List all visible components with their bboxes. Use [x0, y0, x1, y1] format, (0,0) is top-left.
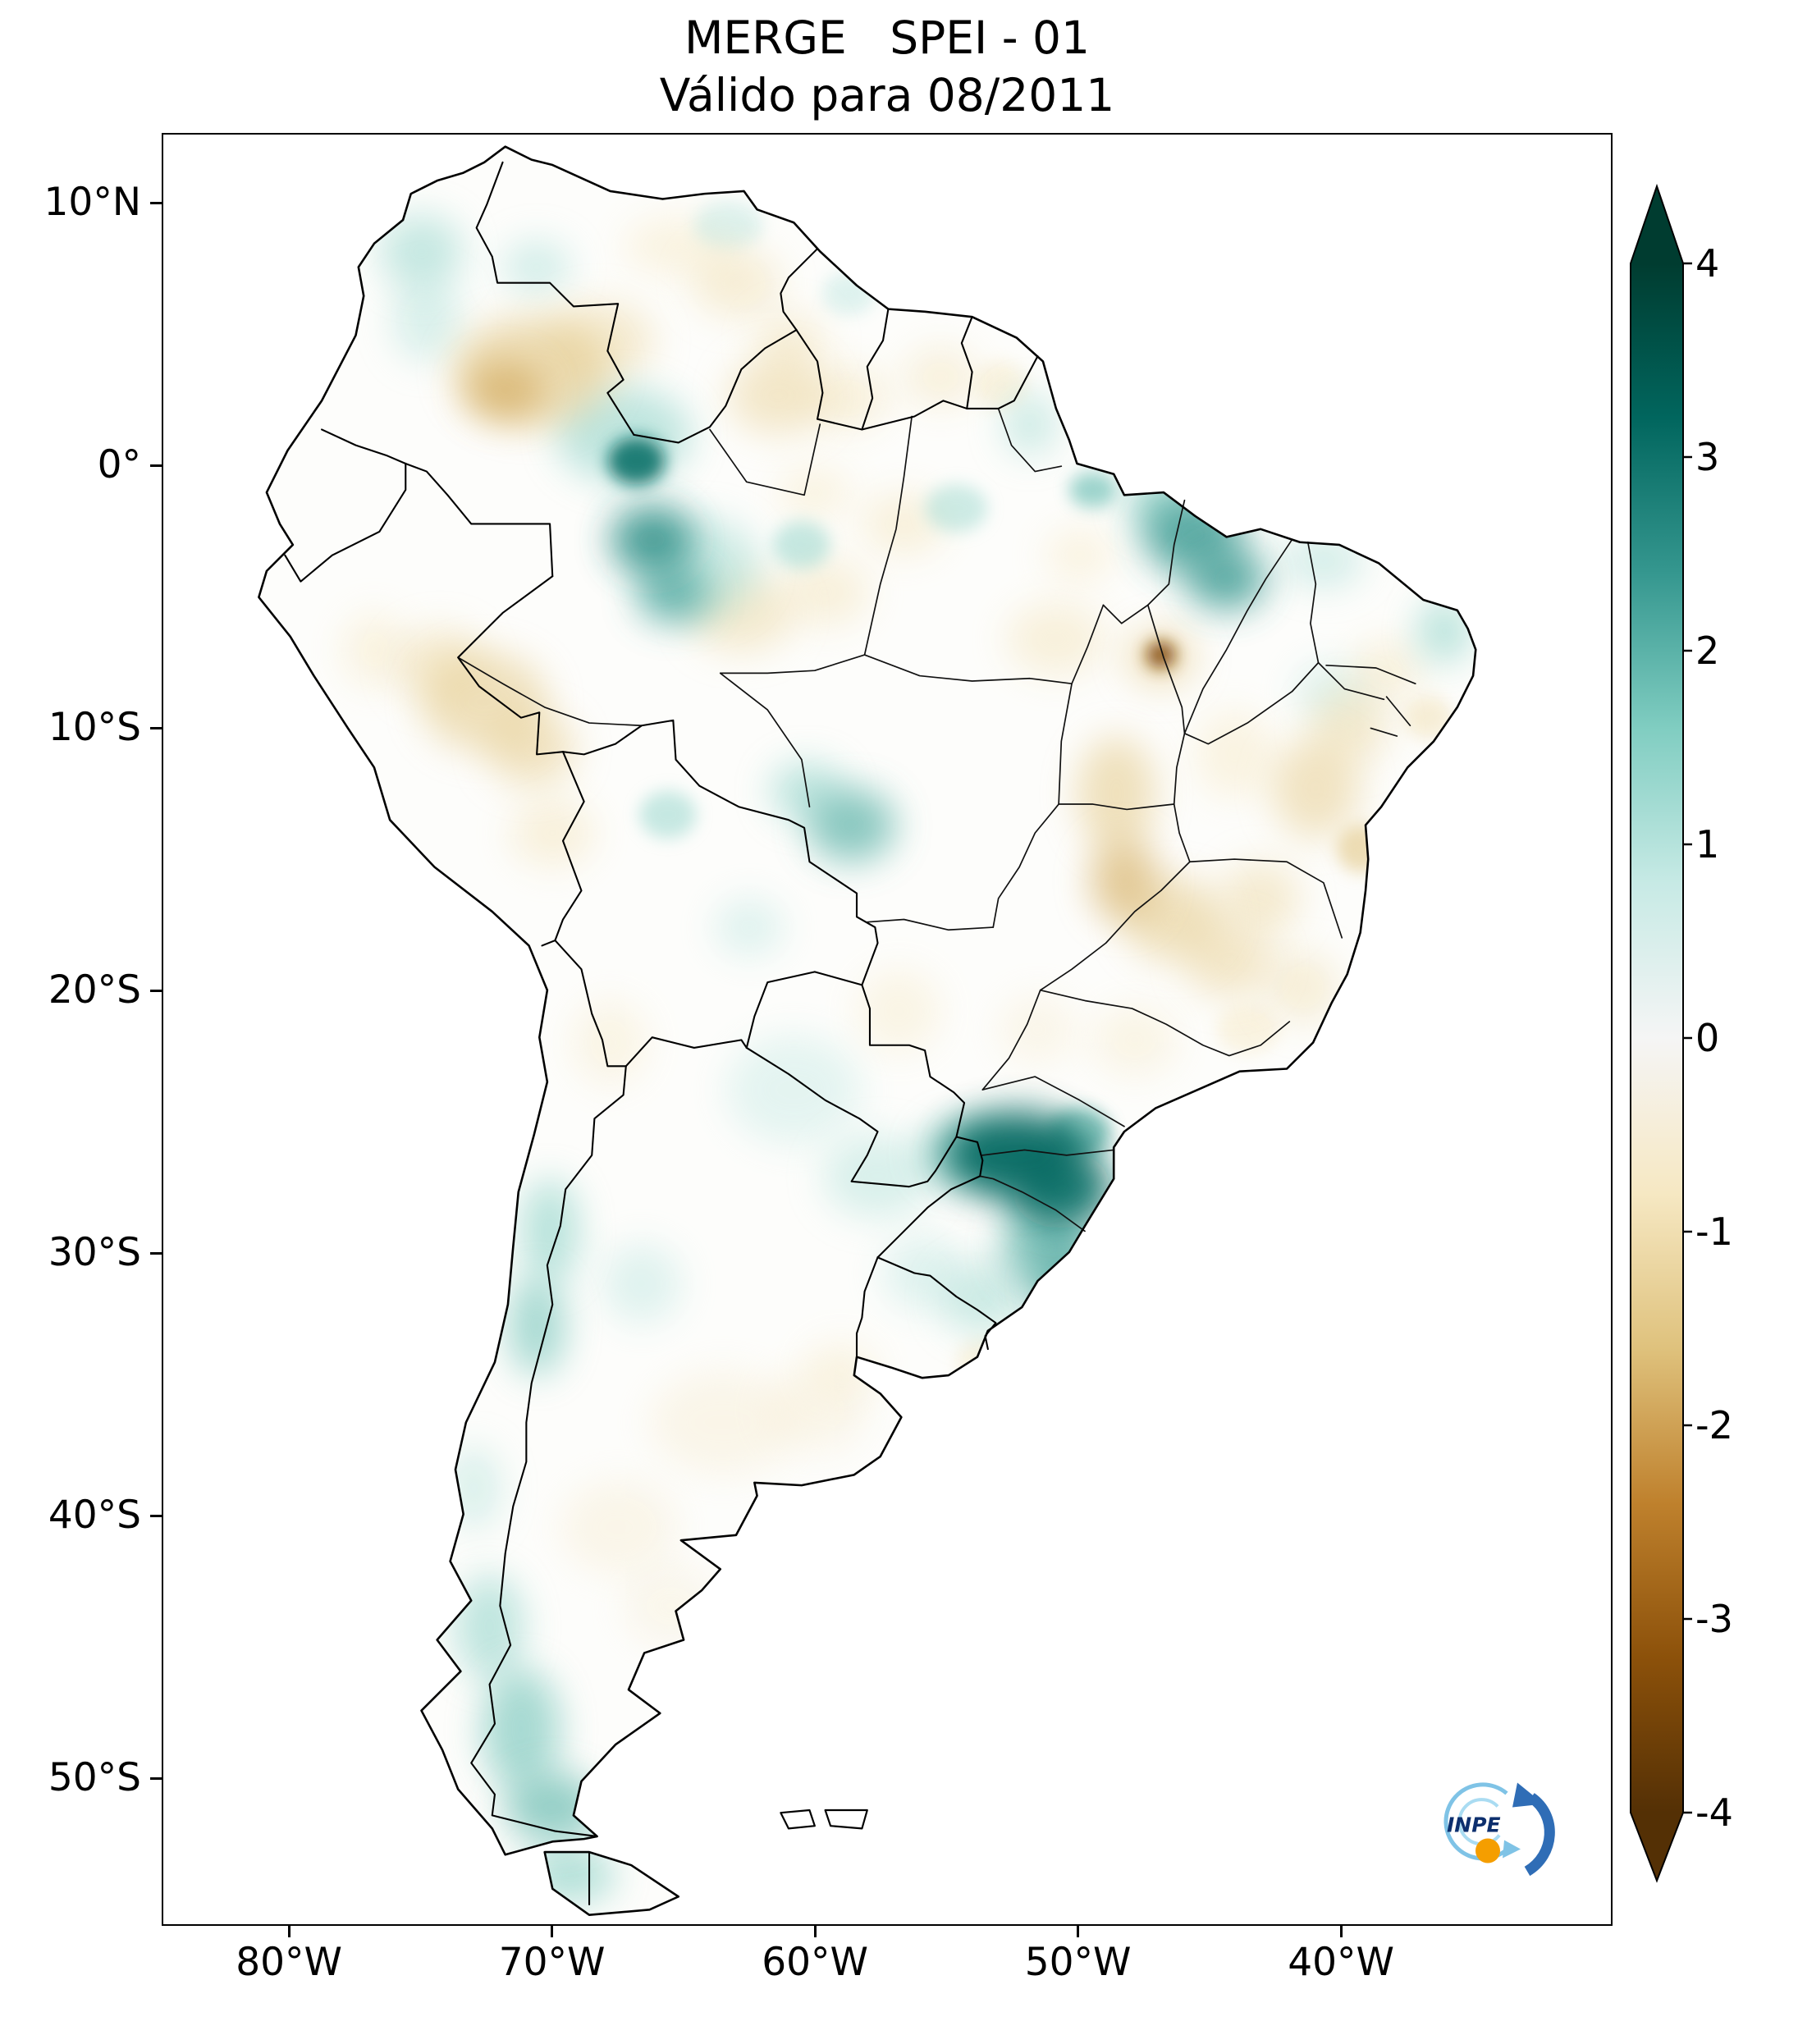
lat-tick-label: 30°S: [48, 1230, 141, 1276]
lon-tick-label: 40°W: [1288, 1940, 1394, 1985]
lon-tick-label: 50°W: [1024, 1940, 1132, 1985]
lon-tick-mark: [551, 1926, 554, 1937]
colorbar-tick-label: 4: [1695, 241, 1720, 286]
colorbar-tick-label: 2: [1695, 629, 1720, 673]
logo-swirl-arrowhead-icon: [1503, 1840, 1521, 1859]
lon-tick-mark: [1339, 1926, 1343, 1937]
lon-tick-mark: [1077, 1926, 1080, 1937]
colorbar: [1630, 183, 1692, 1883]
lat-tick-label: 10°N: [43, 180, 141, 226]
lat-tick-mark: [150, 726, 162, 729]
lat-tick-label: 50°S: [48, 1755, 141, 1801]
lat-tick-mark: [150, 201, 162, 204]
lat-tick-mark: [150, 989, 162, 992]
lat-tick-mark: [150, 1251, 162, 1255]
inpe-logo: INPE: [1422, 1769, 1566, 1884]
lat-tick-label: 10°S: [48, 705, 141, 751]
lat-tick-mark: [150, 1776, 162, 1780]
colorbar-tick-label: 1: [1695, 822, 1720, 867]
colorbar-tick-label: 3: [1695, 435, 1720, 479]
lon-tick-label: 70°W: [498, 1940, 606, 1985]
page-subtitle: Válido para 08/2011: [659, 69, 1115, 121]
colorbar-tick-label: -1: [1695, 1209, 1733, 1254]
south-america-map: [258, 145, 1477, 1917]
page-title: MERGE SPEI - 01: [684, 11, 1091, 64]
lat-tick-mark: [150, 1514, 162, 1517]
colorbar-tick-label: -2: [1695, 1403, 1733, 1447]
colorbar-tick-label: -4: [1695, 1790, 1733, 1835]
lat-tick-label: 20°S: [48, 967, 141, 1013]
lon-tick-label: 60°W: [762, 1940, 868, 1985]
lon-tick-label: 80°W: [236, 1940, 342, 1985]
colorbar-tick-label: 0: [1695, 1016, 1720, 1060]
map-frame: [162, 133, 1613, 1926]
lon-tick-mark: [287, 1926, 291, 1937]
lat-tick-label: 40°S: [48, 1493, 141, 1539]
lat-tick-label: 0°: [97, 442, 141, 488]
lon-tick-mark: [813, 1926, 817, 1937]
colorbar-tick-label: -3: [1695, 1597, 1733, 1641]
logo-inpe-text: INPE: [1447, 1813, 1501, 1837]
logo-blue-arrowhead-icon: [1512, 1782, 1544, 1808]
logo-orange-ball-icon: [1475, 1838, 1500, 1863]
lat-tick-mark: [150, 464, 162, 467]
logo-blue-arrow-icon: [1524, 1793, 1555, 1877]
